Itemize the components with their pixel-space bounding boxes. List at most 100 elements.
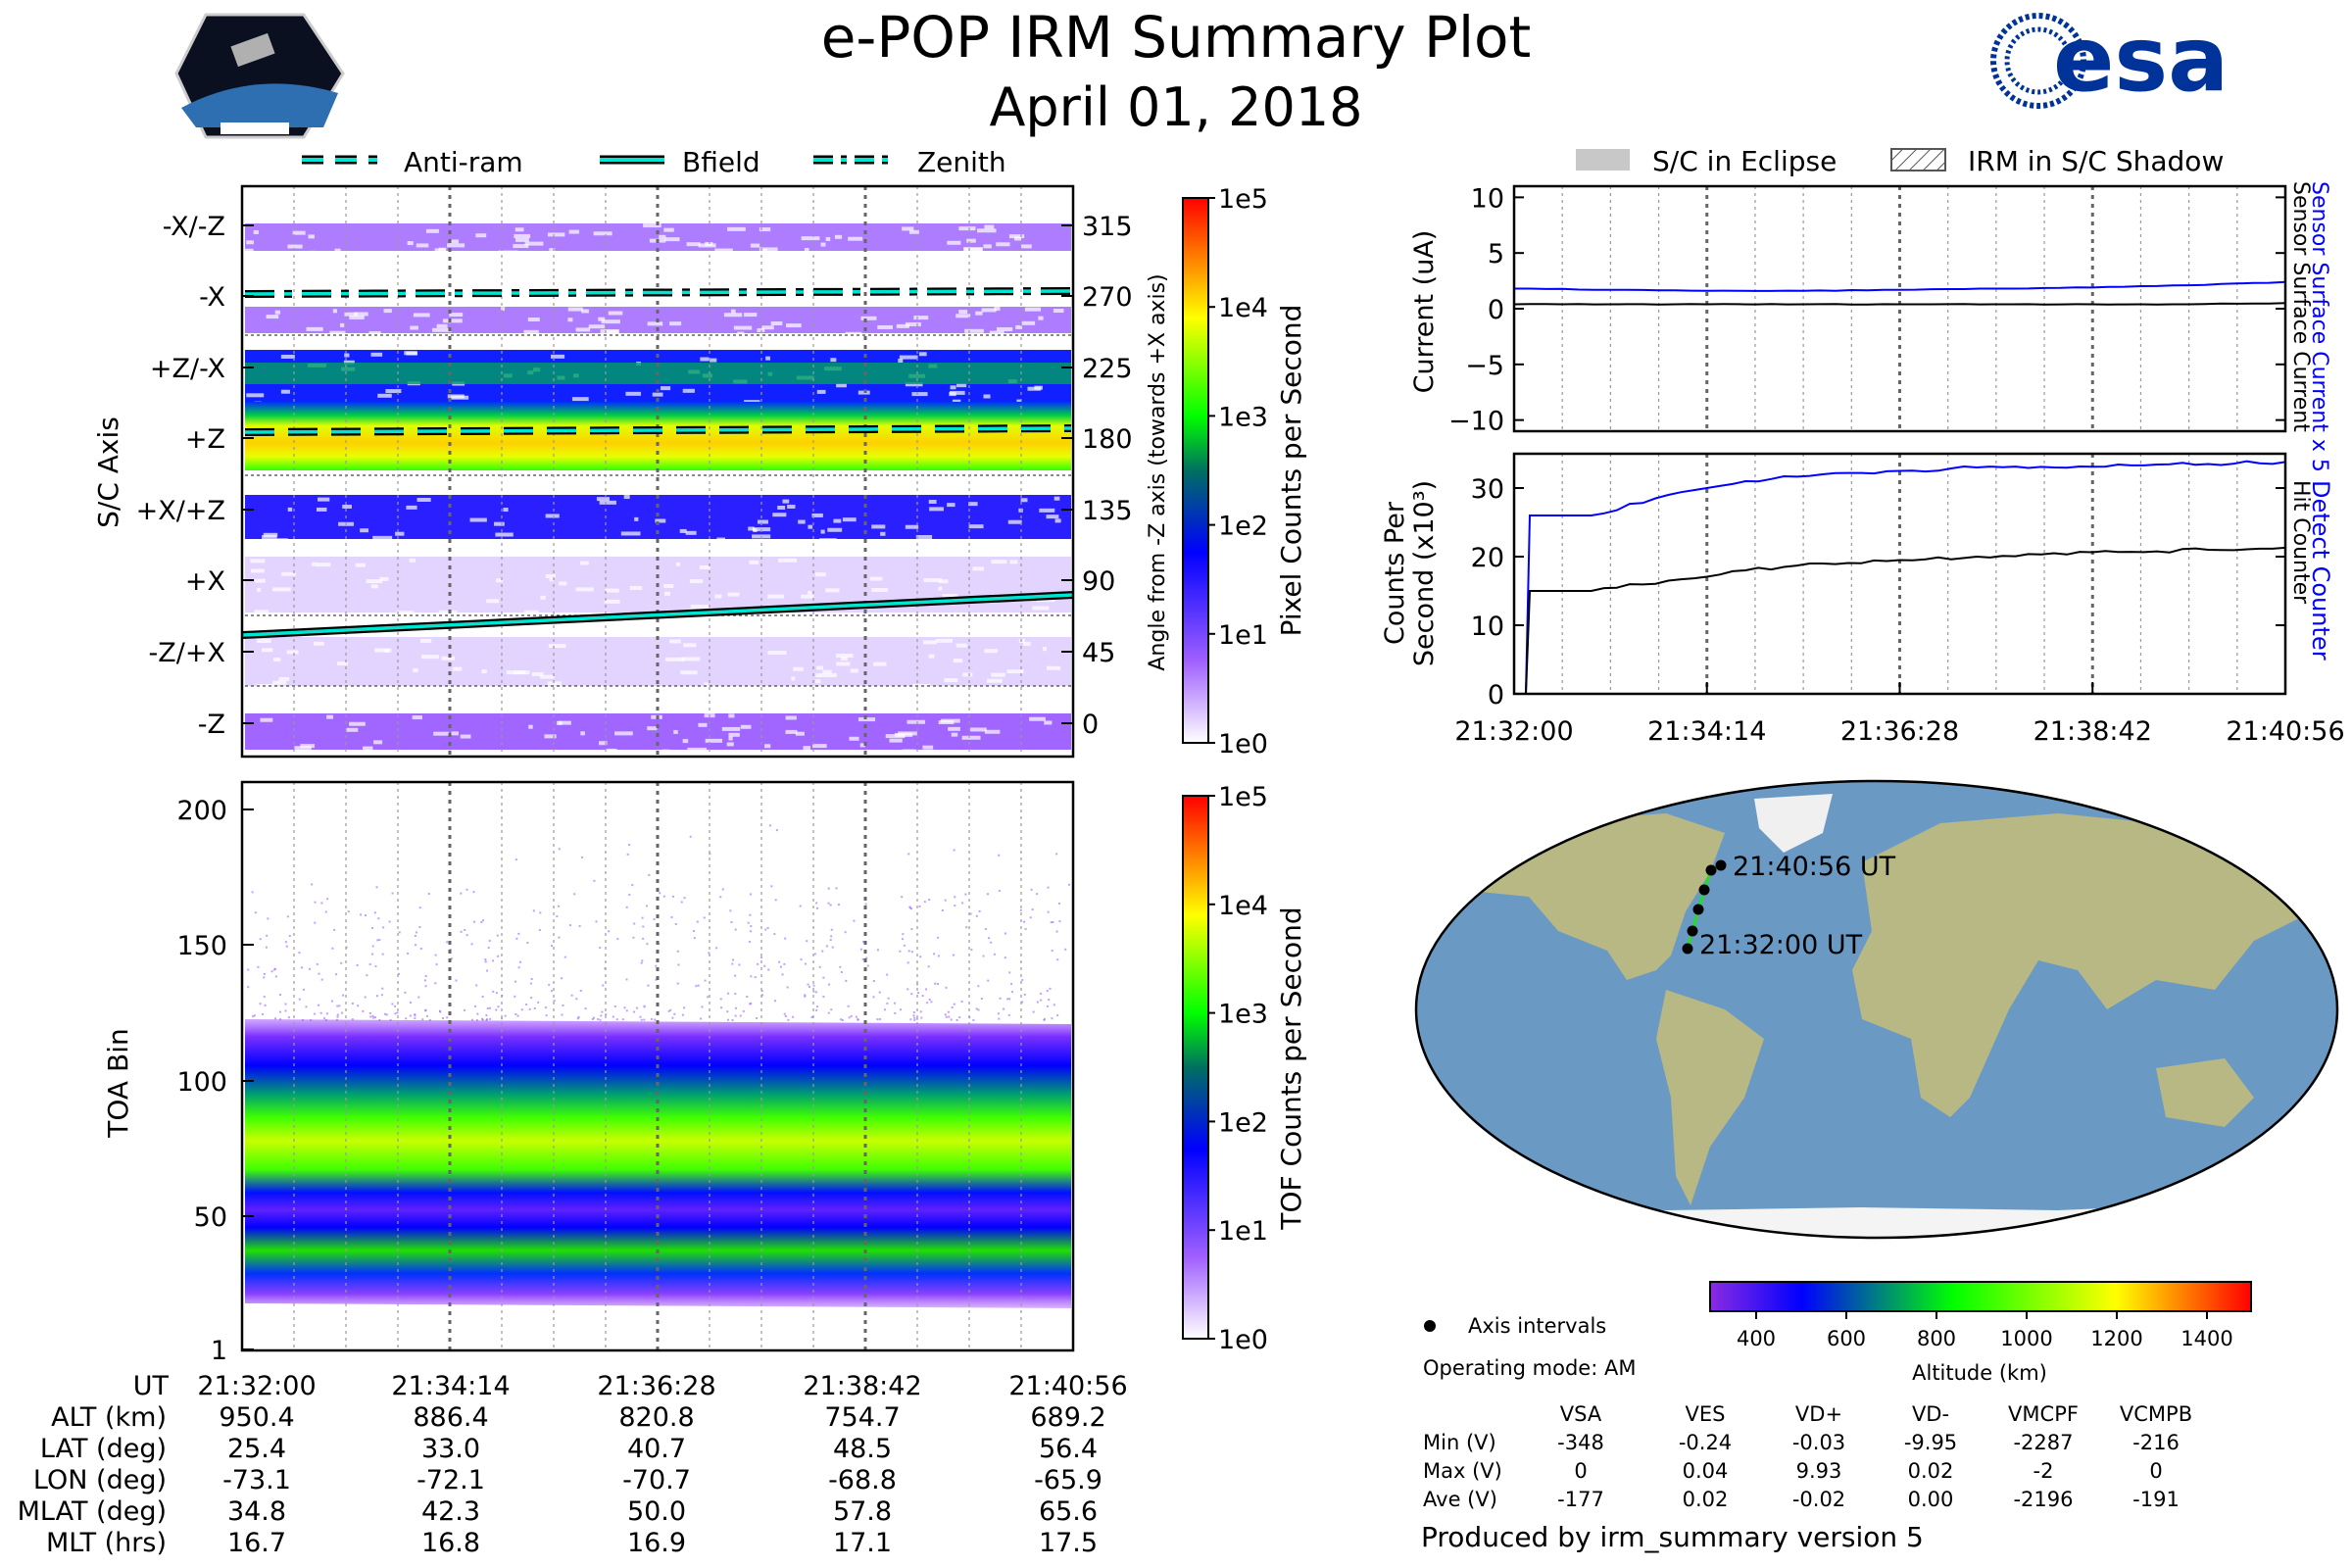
pixel-speckle (514, 227, 524, 232)
orbit-value: -72.1 (416, 1465, 485, 1495)
tof-speckle (608, 930, 611, 933)
pixel-speckle (370, 352, 383, 357)
tof-speckle (466, 934, 468, 937)
tof-speckle (653, 918, 656, 921)
pixel-speckle (947, 240, 961, 245)
pixel-speckle (1016, 399, 1022, 404)
pixel-speckle (601, 319, 620, 324)
pixel-speckle (744, 313, 758, 318)
tof-speckle (901, 896, 904, 899)
pixel-speckle (961, 735, 981, 740)
pixel-speckle (292, 230, 306, 235)
pixel-speckle (425, 228, 439, 233)
tof-speckle (850, 1014, 853, 1017)
tof-speckle (704, 979, 707, 982)
pixel-speckle (1009, 560, 1018, 564)
tof-speckle (625, 978, 628, 981)
pixel-speckle (669, 321, 682, 326)
tof-speckle (1046, 1004, 1049, 1007)
tof-speckle (577, 1015, 580, 1018)
tof-speckle (495, 992, 498, 995)
detect-counter-line (1514, 460, 2286, 695)
angle-tick: 315 (1082, 212, 1133, 242)
pixel-speckle (246, 240, 255, 245)
pixel-speckle (579, 561, 589, 565)
tof-speckle (692, 930, 695, 933)
pixel-speckle (246, 393, 265, 398)
tof-speckle (475, 984, 478, 987)
axis-interval-dot (1682, 943, 1693, 955)
tof-speckle (839, 965, 842, 968)
tof-speckle (263, 972, 266, 975)
legend-zenith: Zenith (917, 146, 1006, 178)
pixel-speckle (571, 397, 589, 402)
pixel-speckle (700, 357, 710, 362)
pixel-speckle (767, 594, 785, 599)
tof-speckle (314, 921, 317, 924)
pixel-speckle (1053, 309, 1064, 314)
track-end-label: 21:40:56 UT (1733, 852, 1896, 882)
tof-speckle (835, 887, 838, 890)
tof-speckle (729, 909, 732, 912)
pixel-speckle (836, 383, 847, 388)
tof-speckle (926, 1002, 929, 1004)
tof-speckle (616, 938, 619, 941)
tof-speckle (878, 1018, 881, 1021)
orbit-value: 50.0 (627, 1496, 686, 1527)
orbit-value: -73.1 (222, 1465, 291, 1495)
pixel-speckle (849, 736, 859, 741)
tof-speckle (812, 990, 815, 993)
tof-speckle (707, 996, 710, 999)
axis-label: -X/-Z (163, 212, 225, 242)
voltage-header: VMCPF (2008, 1402, 2079, 1426)
pixel-speckle (956, 383, 967, 388)
voltage-value: -0.03 (1792, 1431, 1845, 1454)
tof-speckle (806, 940, 808, 943)
ytick: 10 (1471, 183, 1504, 214)
tof-speckle (423, 979, 426, 982)
pixel-speckle (871, 588, 889, 593)
tof-speckle (1010, 991, 1013, 994)
pixel-speckle (984, 224, 995, 229)
tof-speckle (894, 1002, 897, 1004)
pixel-speckle (770, 321, 783, 326)
tof-speckle (923, 901, 926, 904)
pixel-speckle (515, 237, 529, 242)
pixel-speckle (294, 746, 312, 751)
pixel-speckle (728, 713, 735, 718)
ytick: 10 (1471, 612, 1504, 642)
tof-speckle (274, 975, 277, 978)
tof-speckle (1043, 1018, 1046, 1021)
pixel-speckle (261, 648, 273, 653)
angle-tick: 270 (1082, 282, 1133, 313)
tof-speckle (909, 907, 912, 910)
tof-speckle (655, 964, 658, 967)
tof-speckle (575, 998, 578, 1001)
pixel-speckle (451, 395, 469, 400)
ut-value: 21:32:00 (197, 1371, 316, 1401)
pixel-speckle (835, 654, 854, 659)
pixel-speckle (949, 392, 956, 397)
tof-speckle (912, 1011, 915, 1014)
pixel-speckle (344, 312, 359, 317)
tof-speckle (1023, 920, 1026, 923)
pixel-speckle (845, 331, 862, 336)
tof-speckle (920, 1016, 923, 1019)
tof-speckle (643, 1018, 646, 1021)
pixel-speckle (716, 537, 725, 542)
pixel-speckle (816, 665, 823, 670)
tof-speckle (766, 926, 769, 929)
pixel-speckle (614, 731, 633, 736)
tof-speckle (253, 1014, 256, 1017)
pixel-speckle (808, 590, 812, 595)
pixel-speckle (761, 325, 774, 330)
pixel-speckle (816, 389, 826, 394)
pixel-speckle (737, 331, 745, 336)
voltage-value: -216 (2132, 1431, 2180, 1454)
tof-speckle (747, 921, 750, 924)
tof-speckle (876, 1018, 879, 1021)
current-panel: 10 5 0 −5 −10 Current (uA) Sensor Surface Cu… (1409, 181, 2331, 472)
pixel-speckle (987, 678, 1003, 683)
pixel-speckle (727, 226, 746, 231)
axis-label: -Z/+X (149, 638, 225, 668)
